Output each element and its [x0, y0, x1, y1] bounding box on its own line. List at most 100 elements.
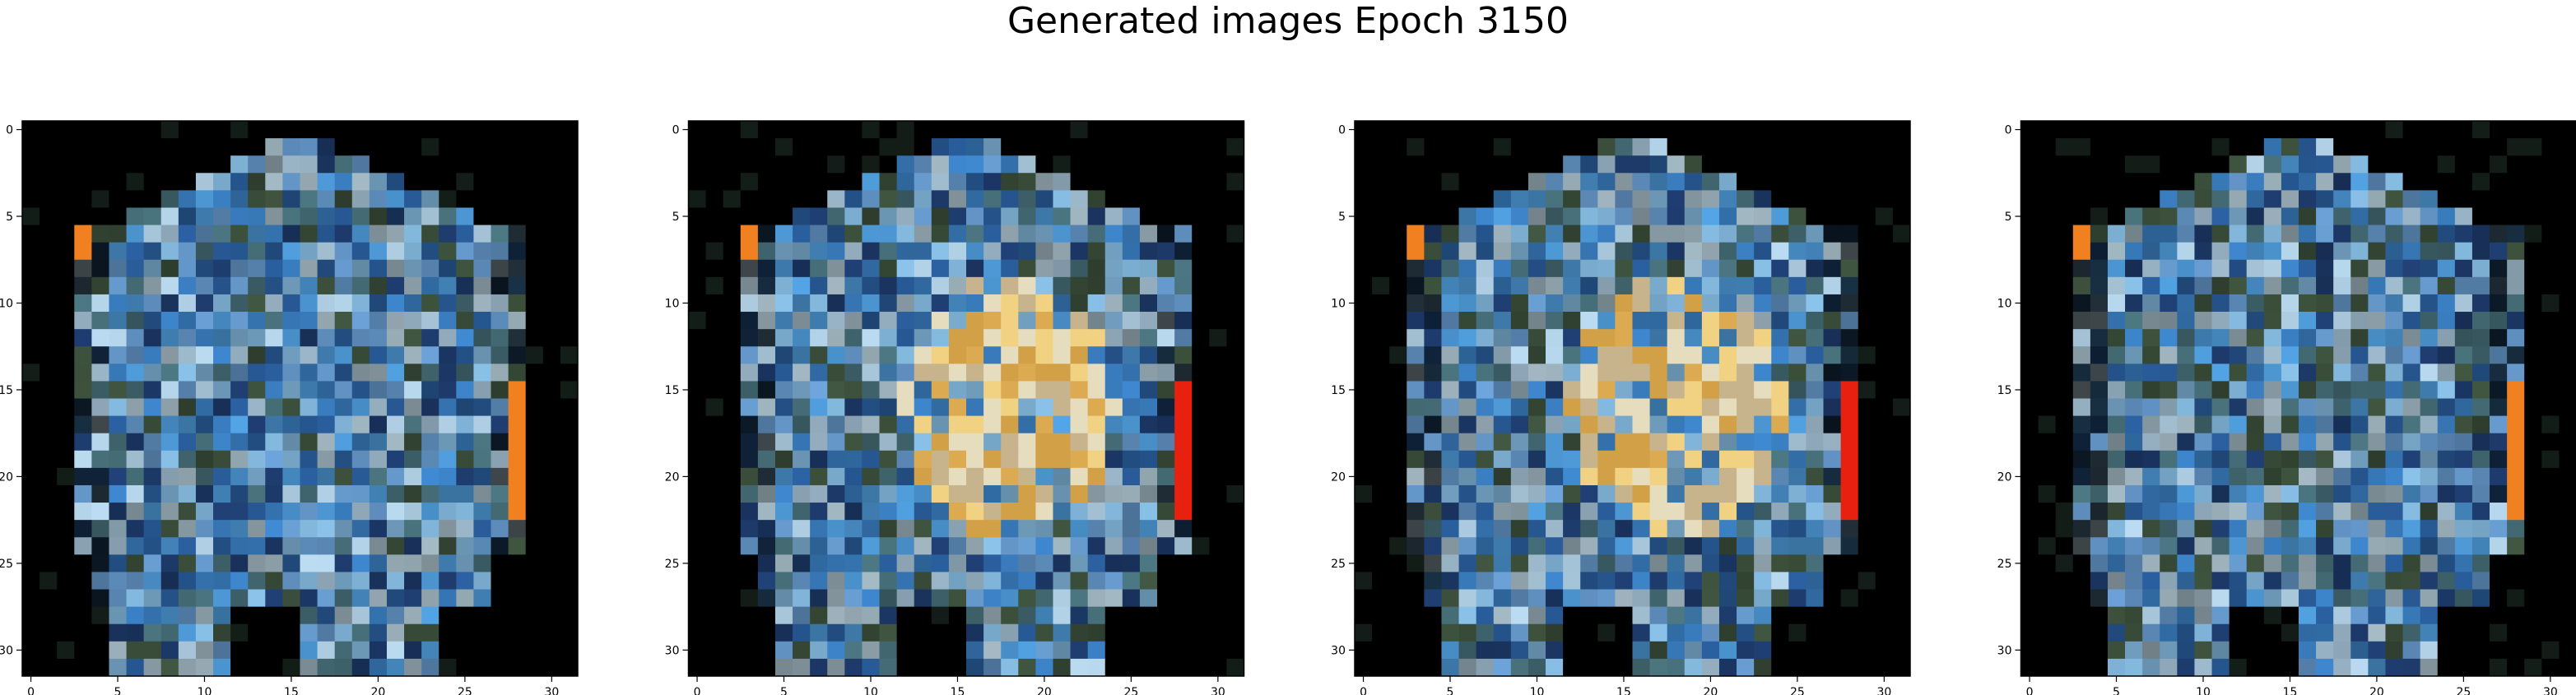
pixel-cell: [1035, 572, 1053, 590]
pixel-cell: [1389, 658, 1407, 677]
pixel-cell: [1139, 623, 1158, 642]
pixel-cell: [2281, 537, 2299, 555]
pixel-cell: [1424, 450, 1442, 469]
pixel-cell: [1615, 398, 1633, 416]
pixel-cell: [230, 433, 249, 452]
pixel-cell: [2402, 415, 2421, 434]
pixel-cell: [126, 276, 145, 295]
pixel-cell: [1157, 537, 1175, 555]
pixel-cell: [1527, 415, 1546, 434]
pixel-cell: [1053, 484, 1071, 503]
figure-title: Generated images Epoch 3150: [1007, 0, 1569, 42]
pixel-cell: [2263, 121, 2282, 139]
pixel-cell: [265, 364, 283, 382]
pixel-cell: [1684, 641, 1703, 660]
pixel-cell: [966, 641, 984, 660]
pixel-cell: [2385, 433, 2403, 452]
pixel-cell: [2281, 190, 2299, 208]
y-tick-label: 15: [0, 384, 13, 397]
pixel-cell: [2142, 155, 2160, 174]
pixel-cell: [126, 503, 145, 521]
pixel-cell: [896, 467, 915, 486]
pixel-cell: [74, 554, 92, 572]
pixel-cell: [2038, 658, 2057, 677]
pixel-cell: [317, 276, 336, 295]
pixel-cell: [1053, 641, 1071, 660]
pixel-cell: [1806, 259, 1824, 278]
pixel-cell: [2142, 554, 2160, 572]
pixel-cell: [1209, 173, 1227, 191]
pixel-cell: [542, 554, 561, 572]
pixel-cell: [2020, 537, 2039, 555]
pixel-cell: [109, 190, 127, 208]
pixel-cell: [2211, 207, 2230, 225]
pixel-cell: [2368, 138, 2386, 156]
pixel-cell: [300, 329, 318, 347]
pixel-cell: [2350, 207, 2369, 225]
pixel-cell: [793, 138, 811, 156]
pixel-cell: [2490, 467, 2508, 486]
pixel-cell: [1035, 329, 1053, 347]
pixel-cell: [948, 554, 967, 572]
pixel-cell: [1070, 623, 1089, 642]
pixel-cell: [1424, 138, 1442, 156]
pixel-cell: [810, 450, 828, 469]
pixel-cell: [1001, 467, 1019, 486]
pixel-cell: [1174, 589, 1193, 608]
pixel-cell: [688, 658, 706, 677]
pixel-cell: [2490, 312, 2508, 330]
pixel-cell: [827, 572, 845, 590]
pixel-cell: [369, 520, 388, 538]
pixel-cell: [369, 606, 388, 625]
pixel-cell: [2090, 606, 2109, 625]
pixel-cell: [1875, 155, 1894, 174]
pixel-cell: [1754, 484, 1772, 503]
pixel-cell: [74, 415, 92, 434]
pixel-cell: [862, 155, 880, 174]
pixel-cell: [282, 554, 300, 572]
pixel-cell: [1632, 606, 1650, 625]
pixel-cell: [1070, 207, 1089, 225]
pixel-cell: [2055, 450, 2074, 469]
pixel-cell: [1424, 433, 1442, 452]
pixel-cell: [1070, 225, 1089, 243]
pixel-cell: [57, 641, 75, 660]
pixel-cell: [2020, 312, 2039, 330]
pixel-cell: [126, 450, 145, 469]
pixel-cell: [334, 190, 353, 208]
pixel-cell: [2368, 537, 2386, 555]
pixel-cell: [2454, 225, 2473, 243]
pixel-cell: [1840, 450, 1859, 469]
pixel-cell: [793, 537, 811, 555]
pixel-cell: [1684, 398, 1703, 416]
pixel-cell: [2281, 155, 2299, 174]
pixel-cell: [1192, 415, 1210, 434]
pixel-cell: [948, 658, 967, 677]
pixel-cell: [2350, 623, 2369, 642]
pixel-cell: [491, 658, 509, 677]
pixel-cell: [1615, 346, 1633, 364]
pixel-cell: [2559, 155, 2576, 174]
pixel-cell: [560, 606, 579, 625]
pixel-cell: [1389, 138, 1407, 156]
pixel-cell: [265, 121, 283, 139]
pixel-cell: [723, 259, 742, 278]
pixel-cell: [774, 190, 793, 208]
pixel-cell: [2038, 572, 2057, 590]
pixel-cell: [74, 138, 92, 156]
pixel-cell: [1684, 484, 1703, 503]
pixel-cell: [1546, 259, 1564, 278]
pixel-cell: [40, 190, 58, 208]
pixel-cell: [740, 381, 759, 399]
pixel-cell: [300, 259, 318, 278]
pixel-cell: [2263, 381, 2282, 399]
pixel-cell: [1597, 433, 1616, 452]
pixel-cell: [810, 225, 828, 243]
pixel-cell: [1875, 312, 1894, 330]
pixel-cell: [2316, 641, 2334, 660]
pixel-cell: [1104, 433, 1123, 452]
pixel-cell: [248, 364, 266, 382]
pixel-cell: [774, 572, 793, 590]
pixel-cell: [2437, 155, 2456, 174]
pixel-cell: [300, 589, 318, 608]
